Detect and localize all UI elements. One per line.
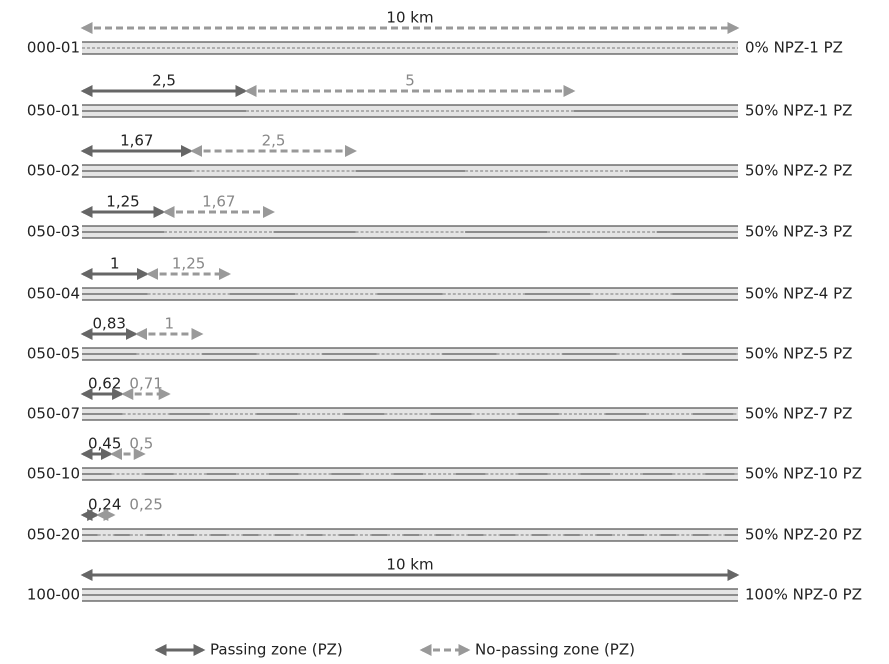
row-desc: 50% NPZ-7 PZ xyxy=(745,405,852,423)
passing-label: 0,45 xyxy=(88,435,121,453)
passing-label: 1,67 xyxy=(120,132,153,150)
road xyxy=(82,226,738,238)
no-passing-label: 10 km xyxy=(386,9,433,27)
no-passing-label: 0,71 xyxy=(129,375,162,393)
row-id: 100-00 xyxy=(27,586,80,604)
no-passing-label: 1 xyxy=(164,315,174,333)
row-desc: 50% NPZ-10 PZ xyxy=(745,465,862,483)
passing-label: 1,25 xyxy=(106,193,139,211)
passing-label: 0,62 xyxy=(88,375,121,393)
no-passing-label: 5 xyxy=(405,72,415,90)
no-passing-label: 1,67 xyxy=(202,193,235,211)
passing-label: 0,83 xyxy=(93,315,126,333)
row-desc: 50% NPZ-1 PZ xyxy=(745,102,852,120)
row-id: 050-01 xyxy=(27,102,80,120)
row-id: 050-03 xyxy=(27,223,80,241)
row-id: 050-05 xyxy=(27,345,80,363)
row-id: 000-01 xyxy=(27,39,80,57)
row-desc: 100% NPZ-0 PZ xyxy=(745,586,862,604)
row-desc: 50% NPZ-20 PZ xyxy=(745,526,862,544)
row-id: 050-10 xyxy=(27,465,80,483)
no-passing-label: 1,25 xyxy=(172,255,205,273)
row-desc: 50% NPZ-5 PZ xyxy=(745,345,852,363)
row-id: 050-02 xyxy=(27,162,80,180)
passing-label: 10 km xyxy=(386,556,433,574)
row-desc: 50% NPZ-3 PZ xyxy=(745,223,852,241)
no-passing-label: 0,5 xyxy=(129,435,153,453)
passing-label: 0,24 xyxy=(88,496,121,514)
no-passing-label: 0,25 xyxy=(129,496,162,514)
row-id: 050-04 xyxy=(27,285,80,303)
row-desc: 0% NPZ-1 PZ xyxy=(745,39,843,57)
no-passing-label: 2,5 xyxy=(262,132,286,150)
row-desc: 50% NPZ-2 PZ xyxy=(745,162,852,180)
passing-label: 1 xyxy=(110,255,120,273)
row-id: 050-07 xyxy=(27,405,80,423)
legend-passing: Passing zone (PZ) xyxy=(210,641,343,659)
legend-no-passing: No-passing zone (PZ) xyxy=(475,641,635,659)
passing-label: 2,5 xyxy=(152,72,176,90)
road xyxy=(82,348,738,360)
row-desc: 50% NPZ-4 PZ xyxy=(745,285,852,303)
road xyxy=(82,105,738,117)
road xyxy=(82,42,738,54)
row-id: 050-20 xyxy=(27,526,80,544)
